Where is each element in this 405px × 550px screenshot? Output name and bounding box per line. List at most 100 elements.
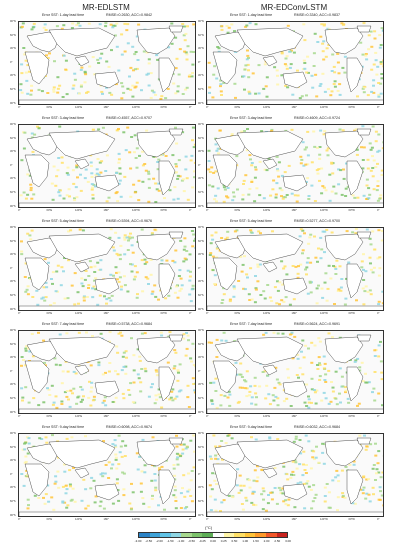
longitude-label: 120°E [263, 415, 270, 418]
longitude-label: 0° [18, 106, 20, 109]
longitude-label: 0° [189, 312, 191, 315]
colorbar-tick: 0.25 [221, 539, 227, 543]
latitude-label: 30°N [198, 150, 204, 153]
map-panel: Error SST: 3-day lead time RMSE=0.4609, A… [198, 115, 388, 215]
longitude-label: 120°W [132, 106, 140, 109]
colorbar-segment [192, 533, 203, 537]
latitude-label: 60°S [10, 294, 16, 297]
longitude-label: 180° [104, 415, 109, 418]
latitude-label: 0° [10, 61, 12, 64]
latitude-label: 90°N [10, 329, 16, 332]
panel-title: Error SST: 9-day lead time RMSE=0.6032, A… [198, 424, 388, 432]
colorbar-tick: 1.50 [253, 539, 259, 543]
world-error-map [18, 124, 196, 208]
longitude-label: 120°W [132, 415, 140, 418]
colorbar-segment [213, 533, 224, 537]
panel-lead-time: Error SST: 9-day lead time [230, 425, 272, 429]
latitude-label: 30°N [198, 253, 204, 256]
colorbar-tick-labels: -3.00 -2.50 -2.00 -1.50 -1.00 -0.50 -0.25 0.00 0… [132, 539, 294, 545]
latitude-label: 60°N [198, 240, 204, 243]
world-error-map [206, 227, 384, 311]
longitude-label: 180° [292, 518, 297, 521]
latitude-label: 0° [198, 164, 200, 167]
column-title-left: MR-EDLSTM [26, 3, 186, 12]
latitude-label: 90°N [10, 226, 16, 229]
longitude-label: 60°W [349, 518, 355, 521]
longitude-label: 0° [377, 518, 379, 521]
longitude-label: 60°E [235, 312, 241, 315]
latitude-label: 0° [10, 267, 12, 270]
latitude-label: 90°S [198, 411, 204, 414]
latitude-label: 60°S [198, 294, 204, 297]
longitude-label: 0° [189, 209, 191, 212]
longitude-label: 120°W [320, 312, 328, 315]
longitude-label: 120°W [132, 209, 140, 212]
map-panel: Error SST: 7-day lead time RMSE=0.5738, A… [10, 321, 200, 421]
colorbar-tick: 0.00 [210, 539, 216, 543]
world-error-map [18, 330, 196, 414]
latitude-label: 90°S [10, 102, 16, 105]
latitude-label: 90°S [198, 308, 204, 311]
longitude-label: 180° [104, 209, 109, 212]
longitude-label: 0° [18, 518, 20, 521]
panel-stats: RMSE=0.4557, ACC=0.9707 [106, 116, 152, 120]
latitude-label: 90°N [10, 20, 16, 23]
longitude-label: 0° [377, 106, 379, 109]
colorbar [138, 532, 288, 538]
longitude-label: 120°E [75, 106, 82, 109]
longitude-label: 60°E [235, 415, 241, 418]
latitude-label: 60°N [10, 240, 16, 243]
longitude-label: 180° [104, 518, 109, 521]
longitude-label: 0° [18, 209, 20, 212]
latitude-label: 90°N [198, 20, 204, 23]
longitude-label: 120°E [75, 312, 82, 315]
longitude-label: 120°W [320, 106, 328, 109]
latitude-label: 0° [10, 370, 12, 373]
latitude-label: 30°S [10, 177, 16, 180]
latitude-label: 90°S [198, 205, 204, 208]
longitude-label: 60°E [47, 106, 53, 109]
colorbar-tick: -3.00 [135, 539, 142, 543]
latitude-label: 30°N [198, 47, 204, 50]
colorbar-segment [160, 533, 171, 537]
latitude-label: 90°N [10, 432, 16, 435]
panel-lead-time: Error SST: 7-day lead time [230, 322, 272, 326]
latitude-label: 90°N [198, 123, 204, 126]
colorbar-segment [266, 533, 277, 537]
colorbar-tick: -1.00 [177, 539, 184, 543]
column-title-right: MR-EDConvLSTM [214, 3, 374, 12]
latitude-label: 30°S [10, 280, 16, 283]
longitude-label: 60°W [349, 312, 355, 315]
longitude-label: 60°E [235, 518, 241, 521]
longitude-label: 0° [18, 415, 20, 418]
latitude-label: 30°S [198, 177, 204, 180]
longitude-label: 60°W [161, 106, 167, 109]
longitude-label: 0° [206, 415, 208, 418]
latitude-label: 60°S [10, 88, 16, 91]
colorbar-tick: -2.00 [156, 539, 163, 543]
latitude-label: 60°S [10, 500, 16, 503]
panel-lead-time: Error SST: 3-day lead time [42, 116, 84, 120]
latitude-label: 90°S [10, 514, 16, 517]
latitude-label: 0° [198, 370, 200, 373]
latitude-label: 60°S [10, 191, 16, 194]
panel-title: Error SST: 3-day lead time RMSE=0.4609, A… [198, 115, 388, 123]
longitude-label: 120°E [263, 106, 270, 109]
latitude-label: 30°N [10, 150, 16, 153]
panel-stats: RMSE=0.4609, ACC=0.9724 [294, 116, 340, 120]
longitude-label: 120°E [75, 518, 82, 521]
longitude-label: 180° [292, 312, 297, 315]
colorbar-segment [150, 533, 161, 537]
map-panel: Error SST: 7-day lead time RMSE=0.5624, A… [198, 321, 388, 421]
panel-stats: RMSE=0.3340, ACC=0.9837 [294, 13, 340, 17]
latitude-label: 0° [10, 473, 12, 476]
latitude-label: 30°S [198, 74, 204, 77]
latitude-label: 90°S [10, 205, 16, 208]
latitude-label: 30°S [198, 280, 204, 283]
longitude-label: 120°E [263, 209, 270, 212]
longitude-label: 60°W [349, 209, 355, 212]
colorbar-segment [202, 533, 213, 537]
map-panel: Error SST: 1-day lead time RMSE=0.3340, A… [198, 12, 388, 112]
latitude-label: 90°S [10, 411, 16, 414]
latitude-label: 30°S [198, 486, 204, 489]
